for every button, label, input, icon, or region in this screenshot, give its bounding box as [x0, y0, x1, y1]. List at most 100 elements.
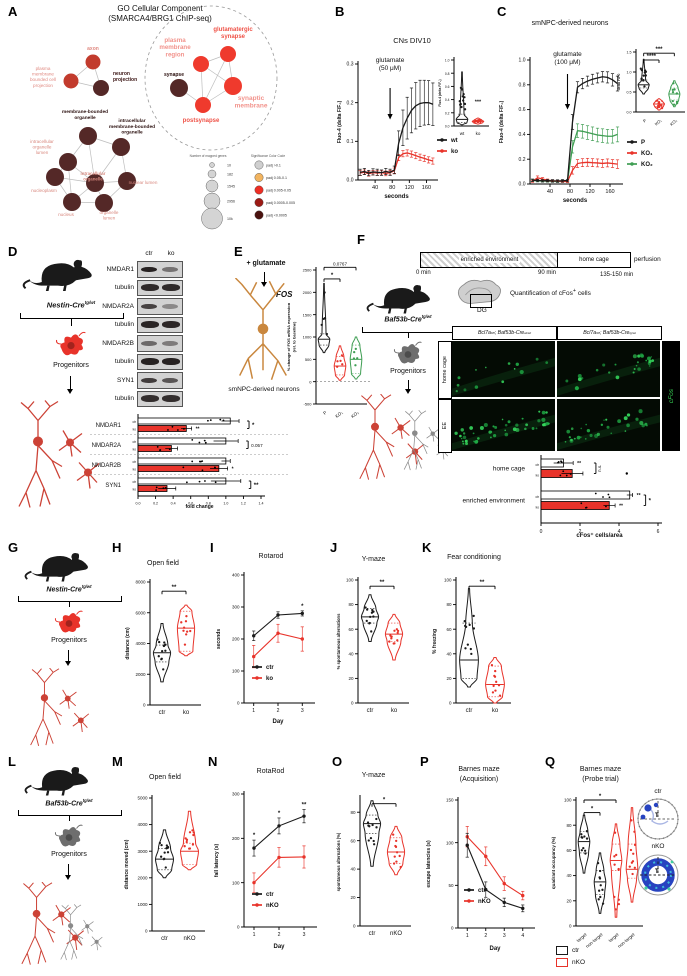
text-graphic: neuron — [113, 71, 130, 77]
q-legend-ctr-label: ctr — [572, 947, 580, 954]
chart-ymaze-nestin: 0 20 40 60 80 100 % spontaneous alternations ct… — [336, 577, 409, 714]
text-graphic: 2 — [278, 932, 281, 938]
chart-smnpc-violin-inset: 0.0 0.5 1.0 1.5 delta F/F0 P KO₁ KO₂ ******* — [617, 47, 685, 127]
text-graphic: ko — [536, 474, 540, 478]
circle-graphic — [155, 486, 158, 489]
row-label-home-cage: home cage — [438, 341, 452, 399]
text-graphic: 80 — [350, 810, 356, 815]
home-cage-text: home cage — [442, 356, 448, 384]
panelB-title: CNs DIV10 — [393, 36, 431, 45]
circle-graphic — [641, 423, 645, 428]
circle-graphic — [459, 103, 462, 106]
text-graphic: ko — [492, 708, 499, 714]
text-graphic: NMDAR2B — [92, 463, 121, 469]
circle-graphic — [472, 627, 476, 630]
bracket-stem — [69, 601, 70, 607]
circle-graphic — [354, 364, 357, 367]
text-graphic: 0 — [237, 925, 240, 930]
text-graphic: 60 — [348, 627, 354, 632]
circle-graphic — [191, 843, 195, 846]
use-graphic — [368, 285, 430, 314]
use-graphic — [55, 825, 82, 846]
circle-graphic — [660, 107, 664, 110]
circle-graphic — [639, 420, 644, 426]
div-graphic — [137, 353, 183, 370]
text-graphic: synapse — [221, 34, 246, 40]
circle-graphic — [375, 826, 378, 829]
polygon-graphic — [564, 104, 571, 110]
circle-graphic — [370, 630, 373, 633]
differentiation-arrow — [404, 380, 411, 394]
circle-graphic — [171, 425, 174, 428]
blot-row-tubulin: tubulin — [92, 353, 183, 370]
circle-graphic — [166, 851, 170, 854]
panelC-title: smNPC-derived neurons — [531, 20, 609, 27]
circle-graphic — [492, 684, 495, 688]
circle-graphic — [585, 423, 587, 426]
nestin-cre-text: Nestin-Cre — [46, 300, 85, 310]
use-graphic — [24, 260, 92, 291]
text-graphic: 40 — [566, 873, 572, 878]
text-graphic: 200 — [232, 836, 240, 841]
div-graphic — [141, 377, 157, 383]
text-graphic: 0.6 — [445, 85, 450, 89]
circle-graphic — [565, 474, 568, 477]
panelA-title-line1: GO Cellular Component — [117, 4, 203, 13]
text-graphic: *** — [655, 47, 663, 53]
div-graphic — [137, 298, 183, 315]
blot-row-tubulin: tubulin — [92, 390, 183, 407]
text-graphic: 4000 — [137, 822, 148, 827]
circle-graphic — [276, 613, 280, 617]
circle-graphic — [521, 417, 524, 420]
cfos-channel-bar: cFos — [662, 341, 680, 451]
circle-graphic — [545, 411, 548, 414]
text-graphic: T — [655, 813, 659, 819]
circle-graphic — [644, 74, 647, 77]
text-graphic: 40 — [446, 651, 452, 656]
circle-graphic — [613, 831, 617, 834]
polyline-graphic — [532, 129, 618, 183]
text-graphic: 300 — [232, 792, 240, 797]
circle-graphic — [589, 433, 593, 438]
text-graphic: 5000 — [137, 796, 148, 801]
chart-rotarod-nestin: 0 100 200 300 400 1 2 3 seconds Day * ctr ko — [216, 572, 315, 725]
differentiation-arrow — [66, 376, 73, 394]
text-graphic: 1.2 — [241, 502, 246, 506]
circle-graphic — [643, 85, 646, 88]
circle-graphic — [455, 389, 458, 393]
circle-graphic — [367, 839, 370, 842]
text-graphic: KO₁ — [641, 151, 653, 157]
nestin-cre-label: Nestin-Cretg/wt — [12, 300, 130, 310]
panel-letter-B: B — [335, 4, 345, 19]
circle-graphic — [617, 868, 620, 871]
text-graphic: KO₁ — [654, 118, 663, 127]
circle-graphic — [255, 676, 259, 680]
panelI-title: Rotarod — [258, 553, 284, 560]
circle-graphic — [395, 628, 399, 631]
circle-graphic — [657, 102, 660, 105]
polyline-graphic — [360, 102, 434, 174]
circle-graphic — [165, 844, 169, 847]
circle-graphic — [352, 357, 356, 360]
text-graphic: ctr — [161, 936, 168, 942]
text-graphic: ** — [380, 580, 385, 586]
circle-graphic — [254, 160, 264, 170]
circle-graphic — [322, 317, 325, 321]
circle-graphic — [454, 431, 458, 435]
text-graphic: 1 — [466, 933, 469, 939]
circle-graphic — [477, 437, 480, 440]
span-graphic: tubulin — [114, 395, 134, 403]
progenitor-cell-icon-gray — [53, 821, 85, 851]
circle-graphic — [640, 69, 644, 72]
text-graphic: *** — [475, 100, 482, 106]
circle-graphic — [209, 419, 212, 422]
text-graphic: nuclear lumen — [129, 180, 158, 185]
div-graphic — [137, 390, 183, 407]
circle-graphic — [568, 436, 571, 439]
text-graphic: ko — [266, 676, 273, 682]
text-graphic: region — [166, 51, 185, 58]
circle-graphic — [598, 869, 602, 873]
text-graphic: 80 — [348, 602, 354, 607]
circle-graphic — [461, 95, 464, 98]
circle-graphic — [525, 423, 529, 427]
